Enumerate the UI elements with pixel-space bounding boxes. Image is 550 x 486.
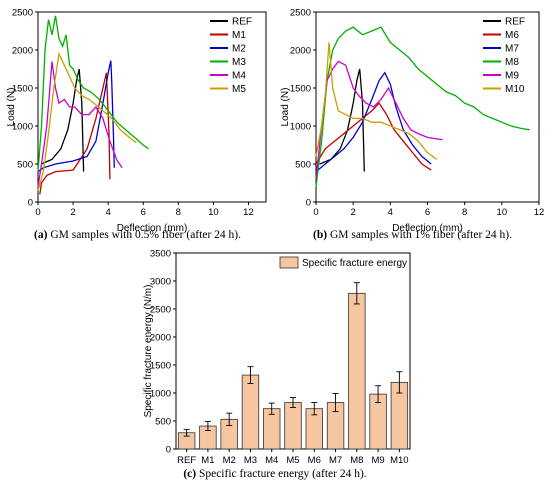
chart-a-x-tick-label: 6 <box>141 207 146 218</box>
chart-c-y-tick-label: 1500 <box>150 361 171 372</box>
chart-b-x-tick-label: 0 <box>313 207 318 218</box>
chart-a-series-line-m3 <box>37 15 149 172</box>
chart-b-series-line-m7 <box>315 71 432 173</box>
chart-a-legend-label: M5 <box>232 84 246 95</box>
chart-c-bar-m5 <box>284 402 302 450</box>
chart-b-y-tick-label: 0 <box>306 198 311 209</box>
chart-c-y-tick-label: 3000 <box>150 277 171 288</box>
chart-c-x-tick-label: M10 <box>390 455 408 466</box>
chart-c-x-tick-label: M8 <box>350 455 363 466</box>
chart-b-legend-label: M6 <box>505 30 519 41</box>
chart-a-x-tick-label: 2 <box>70 207 75 218</box>
chart-c-y-axis-label: Specific fracture energy (N/m) <box>143 285 154 418</box>
chart-a-legend-label: M3 <box>232 57 246 68</box>
chart-a-series-line-m4 <box>37 61 123 187</box>
chart-b-series-line-m9 <box>315 60 443 180</box>
chart-b-series-line-m6 <box>315 102 432 171</box>
chart-b-legend-label: M9 <box>505 71 519 82</box>
caption-a: (a) GM samples with 0.5% fiber (after 24… <box>0 229 275 241</box>
chart-a-x-axis-label: Deflection (mm) <box>117 223 188 234</box>
chart-a-x-tick-label: 12 <box>243 207 254 218</box>
chart-a-y-tick-label: 1500 <box>12 84 33 95</box>
chart-b-x-tick-label: 4 <box>388 207 393 218</box>
chart-c-y-tick-label: 0 <box>166 445 171 456</box>
caption-a-label: (a) <box>34 229 48 241</box>
chart-c-x-tick-label: M7 <box>329 455 342 466</box>
chart-b-x-tick-label: 12 <box>534 207 545 218</box>
chart-c-legend-swatch <box>279 256 299 269</box>
chart-a-legend-label: M2 <box>232 44 246 55</box>
chart-b-y-tick-label: 1500 <box>290 84 311 95</box>
chart-b-x-tick-label: 6 <box>425 207 430 218</box>
chart-b-y-tick-label: 2000 <box>290 46 311 57</box>
chart-b-x-tick-label: 2 <box>351 207 356 218</box>
chart-a-series-line-m2 <box>37 60 115 173</box>
chart-a-x-tick-label: 0 <box>35 207 40 218</box>
chart-a-y-tick-label: 500 <box>17 160 33 171</box>
chart-c-x-tick-label: M3 <box>244 455 257 466</box>
chart-a-y-tick-label: 0 <box>28 198 33 209</box>
chart-c-x-tick-label: M6 <box>308 455 321 466</box>
caption-b-label: (b) <box>313 229 328 241</box>
chart-c-bar-m3 <box>241 374 260 450</box>
chart-a-series-line-ref <box>41 68 85 172</box>
caption-b: (b) GM samples with 1% fiber (after 24 h… <box>275 229 550 241</box>
chart-c-x-tick-label: M2 <box>223 455 236 466</box>
chart-a-y-tick-label: 2500 <box>12 8 33 19</box>
caption-b-text: GM samples with 1% fiber (after 24 h). <box>327 229 512 241</box>
caption-a-text: GM samples with 0.5% fiber (after 24 h). <box>47 229 241 241</box>
chart-c-x-tick-label: REF <box>177 455 196 466</box>
chart-a-series-line-m1 <box>39 72 111 195</box>
chart-a-y-tick-label: 1000 <box>12 122 33 133</box>
chart-a-legend-label: REF <box>232 17 252 28</box>
chart-c-x-tick-label: M5 <box>286 455 299 466</box>
caption-c-label: (c) <box>183 468 197 480</box>
chart-load-deflection-b: 0 2 4 6 8 10 12 0 500 1000 1500 2000 2500 Deflection … <box>280 8 545 235</box>
chart-c-legend-label: Specific fracture energy <box>302 258 407 269</box>
chart-c-y-tick-label: 3500 <box>150 249 171 260</box>
chart-b-legend-label: M7 <box>505 44 519 55</box>
caption-c: (c) Specific fracture energy (after 24 h… <box>0 468 550 480</box>
chart-b-legend-label: REF <box>505 17 525 28</box>
chart-a-series-line-m5 <box>37 51 137 191</box>
chart-c-y-tick-label: 2000 <box>150 333 171 344</box>
chart-c-x-tick-label: M4 <box>265 455 278 466</box>
chart-b-x-tick-label: 8 <box>462 207 467 218</box>
chart-b-legend-label: M10 <box>505 84 525 95</box>
chart-c-x-tick-label: M9 <box>371 455 384 466</box>
chart-a-x-tick-label: 4 <box>106 207 111 218</box>
chart-c-y-tick-label: 2500 <box>150 305 171 316</box>
chart-b-y-tick-label: 2500 <box>290 8 311 19</box>
chart-b-series-line-m8 <box>315 26 530 187</box>
chart-a-legend-label: M4 <box>232 71 246 82</box>
chart-b-series-line-m10 <box>315 42 438 160</box>
chart-b-legend-label: M8 <box>505 57 519 68</box>
chart-b-x-tick-label: 10 <box>497 207 508 218</box>
chart-a-y-tick-label: 2000 <box>12 46 33 57</box>
chart-load-deflection-a: 0 2 4 6 8 10 12 0 500 1000 1500 2000 2500 Deflection … <box>6 8 267 234</box>
chart-b-y-tick-label: 500 <box>295 160 311 171</box>
chart-b-y-tick-label: 1000 <box>290 122 311 133</box>
chart-b-x-axis-label: Deflection (mm) <box>392 223 463 234</box>
chart-c-bar-m8 <box>348 292 366 450</box>
chart-c-x-tick-label: M1 <box>201 455 214 466</box>
chart-a-y-axis-label: Load (N) <box>6 88 17 127</box>
chart-a-plot-frame <box>37 11 267 203</box>
chart-a-legend-label: M1 <box>232 30 246 41</box>
chart-b-y-axis-label: Load (N) <box>280 88 291 127</box>
chart-a-x-tick-label: 8 <box>176 207 181 218</box>
chart-c-y-tick-label: 500 <box>155 417 171 428</box>
chart-a-x-tick-label: 10 <box>208 207 219 218</box>
caption-c-text: Specific fracture energy (after 24 h). <box>196 468 367 480</box>
chart-c-y-tick-label: 1000 <box>150 389 171 400</box>
chart-b-series-line-ref <box>319 68 365 172</box>
